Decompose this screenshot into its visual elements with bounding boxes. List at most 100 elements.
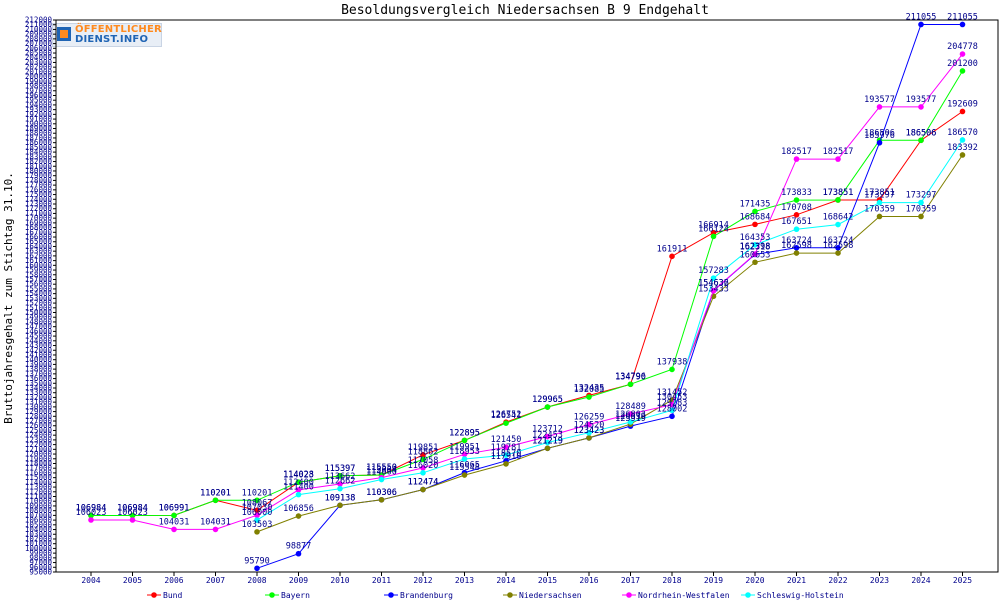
- data-point: [420, 451, 426, 458]
- x-tick-label: 2005: [123, 576, 142, 585]
- data-point: [710, 275, 717, 281]
- data-label: 95790: [244, 556, 270, 566]
- data-label: 186506: [864, 128, 895, 138]
- data-label: 117058: [408, 456, 439, 466]
- data-label: 193577: [906, 95, 937, 105]
- y-tick-label: 148000: [25, 317, 53, 326]
- data-point: [793, 244, 800, 251]
- data-point: [918, 21, 924, 28]
- data-label: 110201: [200, 488, 231, 498]
- series-line-niedersachsen: [256, 154, 963, 533]
- data-label: 122895: [449, 428, 480, 438]
- data-label: 154636: [698, 279, 729, 289]
- data-label: 122895: [449, 428, 480, 438]
- data-point: [752, 241, 758, 248]
- y-tick-label: 207000: [25, 39, 53, 48]
- data-point: [337, 481, 343, 487]
- data-label: 106991: [159, 503, 190, 513]
- data-label: 115550: [366, 463, 397, 473]
- y-tick-label: 173000: [25, 200, 53, 209]
- data-label: 171435: [740, 199, 771, 209]
- y-tick-label: 189000: [25, 124, 53, 133]
- y-tick-label: 99000: [29, 549, 52, 558]
- y-tick-label: 201000: [25, 67, 53, 76]
- data-label: 167651: [781, 217, 812, 227]
- y-tick-label: 193000: [25, 105, 53, 114]
- data-label: 119951: [449, 442, 480, 452]
- y-tick-label: 188000: [25, 129, 53, 138]
- data-point: [461, 451, 468, 458]
- data-point: [959, 108, 966, 115]
- y-tick-label: 178000: [25, 176, 53, 185]
- y-tick-label: 102000: [25, 534, 53, 543]
- data-point: [586, 421, 592, 428]
- y-tick-label: 210000: [25, 25, 53, 34]
- data-point: [420, 470, 426, 476]
- y-tick-label: 175000: [25, 190, 53, 199]
- x-tick-label: 2019: [704, 576, 723, 585]
- y-tick-label: 190000: [25, 119, 53, 128]
- y-tick-label: 149000: [25, 313, 53, 322]
- data-point: [295, 487, 302, 493]
- x-tick-label: 2018: [662, 576, 681, 585]
- data-label: 154632: [698, 279, 729, 289]
- data-point: [212, 497, 219, 504]
- data-label: 163724: [823, 236, 854, 246]
- data-point: [793, 212, 800, 218]
- data-label: 115397: [325, 464, 356, 474]
- data-label: 134796: [615, 372, 646, 382]
- y-tick-label: 112000: [25, 487, 53, 496]
- y-tick-label: 137000: [25, 369, 53, 378]
- x-tick-label: 2012: [413, 576, 432, 585]
- x-tick-label: 2009: [289, 576, 308, 585]
- data-label: 116020: [408, 461, 439, 471]
- data-label: 98877: [286, 542, 312, 552]
- data-label: 112474: [408, 478, 439, 488]
- y-tick-label: 147000: [25, 322, 53, 331]
- y-tick-label: 151000: [25, 303, 53, 312]
- data-point: [295, 513, 302, 519]
- y-tick-label: 182000: [25, 157, 53, 166]
- y-tick-label: 174000: [25, 195, 53, 204]
- y-tick-label: 95000: [29, 568, 52, 577]
- y-tick-label: 168000: [25, 223, 53, 232]
- y-tick-label: 200000: [25, 72, 53, 81]
- y-tick-label: 121000: [25, 445, 53, 454]
- data-label: 118953: [449, 447, 480, 457]
- x-tick-label: 2008: [247, 576, 266, 585]
- data-label: 107030: [242, 503, 273, 513]
- y-tick-label: 153000: [25, 294, 53, 303]
- y-tick-label: 208000: [25, 34, 53, 43]
- data-label: 153433: [698, 284, 729, 294]
- data-point: [793, 226, 800, 233]
- y-tick-label: 123000: [25, 435, 53, 444]
- y-tick-label: 192000: [25, 110, 53, 119]
- data-label: 168684: [740, 212, 771, 222]
- data-label: 193577: [864, 95, 895, 105]
- x-tick-label: 2021: [787, 576, 806, 585]
- data-label: 160653: [740, 250, 771, 260]
- data-point: [461, 437, 468, 444]
- y-tick-label: 204000: [25, 53, 53, 62]
- data-label: 126803: [615, 410, 646, 420]
- data-point: [171, 526, 177, 533]
- data-label: 121219: [532, 436, 563, 446]
- y-tick-label: 164000: [25, 242, 53, 251]
- data-point: [378, 476, 385, 483]
- data-point: [586, 394, 592, 400]
- data-label: 129965: [532, 395, 563, 405]
- data-point: [959, 152, 966, 158]
- data-label: 119851: [408, 443, 439, 453]
- data-point: [835, 250, 841, 256]
- y-tick-label: 96000: [29, 563, 52, 572]
- data-label: 126259: [574, 413, 605, 423]
- y-tick-label: 196000: [25, 91, 53, 100]
- y-tick-label: 131000: [25, 398, 53, 407]
- data-label: 186506: [906, 128, 937, 138]
- y-axis-label: Bruttojahresgehalt zum Stichtag 31.10.: [2, 172, 15, 424]
- data-label: 121450: [491, 435, 522, 445]
- logo-text-line1: ÖFFENTLICHER: [75, 24, 162, 35]
- data-point: [254, 507, 260, 514]
- data-point: [212, 526, 219, 533]
- legend-marker: [269, 592, 275, 598]
